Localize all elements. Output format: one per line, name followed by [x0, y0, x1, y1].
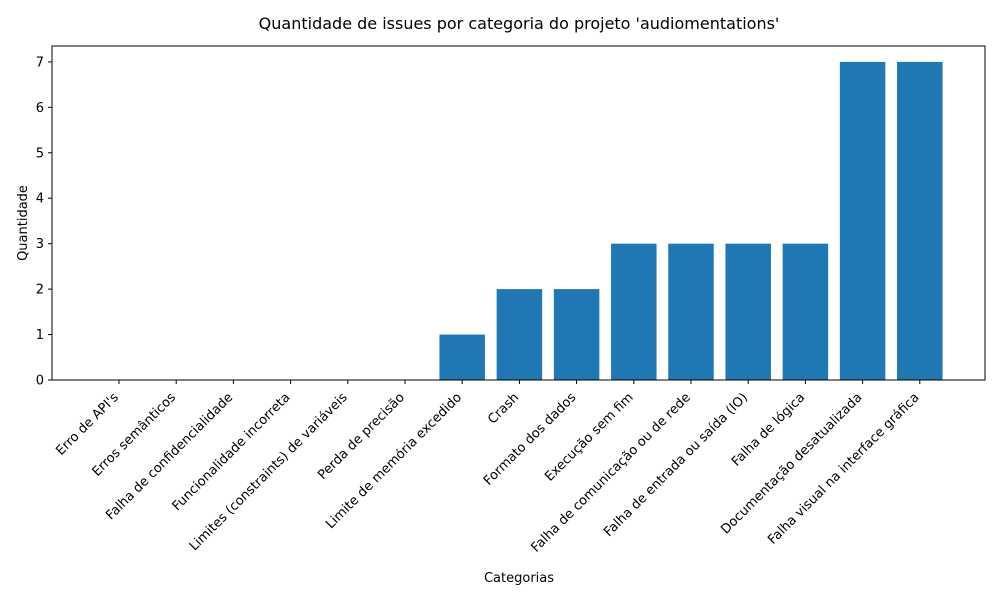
bar-13	[782, 243, 829, 380]
y-ticks-layer: 0 1 2 3 4 5 6 7	[36, 55, 52, 389]
bar-12	[725, 243, 771, 380]
x-axis-label: Categorias	[484, 571, 554, 586]
chart-title: Quantidade de issues por categoria do pr…	[259, 14, 780, 33]
y-tick-label: 0	[36, 374, 44, 389]
bar-10	[611, 243, 657, 380]
y-tick-label: 1	[36, 328, 44, 343]
y-axis-label: Quantidade	[16, 185, 31, 261]
bar-15	[897, 61, 943, 381]
axes-layer	[51, 45, 986, 381]
y-tick-label: 6	[36, 101, 44, 116]
x-tick-label: Crash	[485, 390, 522, 427]
y-tick-label: 7	[36, 55, 44, 70]
bar-8	[496, 289, 543, 380]
bar-11	[668, 243, 714, 380]
bar-9	[553, 289, 600, 380]
bar-14	[839, 61, 886, 381]
y-tick-label: 5	[36, 146, 44, 161]
y-tick-label: 4	[36, 192, 44, 207]
x-tick-label: Funcionalidade incorreta	[170, 390, 294, 514]
plot-frame	[51, 45, 986, 381]
y-tick-label: 2	[36, 283, 44, 298]
bars-layer	[439, 61, 943, 381]
y-tick-label: 3	[36, 237, 44, 252]
bar-7	[439, 334, 485, 380]
